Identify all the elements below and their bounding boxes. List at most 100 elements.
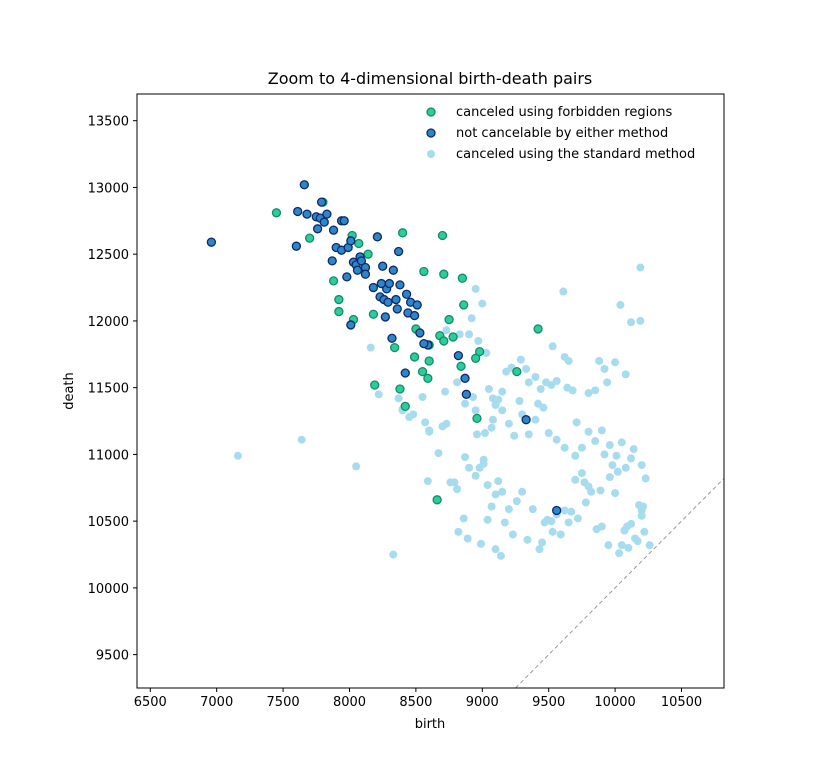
data-points xyxy=(206,180,654,560)
data-point xyxy=(571,475,580,484)
data-point xyxy=(316,197,327,207)
data-point xyxy=(334,294,344,305)
data-point xyxy=(548,527,557,536)
data-point xyxy=(621,370,630,379)
data-point xyxy=(542,378,551,387)
data-point xyxy=(498,406,507,415)
data-point xyxy=(518,487,527,496)
data-point xyxy=(636,263,645,272)
chart-title: Zoom to 4-dimensional birth-death pairs xyxy=(268,69,593,88)
data-point xyxy=(409,310,420,321)
data-point xyxy=(597,426,606,435)
y-tick-label: 9500 xyxy=(96,649,129,664)
data-point xyxy=(491,545,500,554)
data-point xyxy=(512,366,522,377)
data-point xyxy=(302,209,312,219)
data-point xyxy=(621,463,630,472)
data-point xyxy=(573,514,582,523)
data-point xyxy=(322,209,332,219)
y-axis-label: death xyxy=(62,372,77,410)
data-point xyxy=(572,418,581,427)
data-point xyxy=(448,332,458,342)
data-point xyxy=(521,415,531,425)
data-point xyxy=(500,518,509,527)
data-point xyxy=(383,297,393,307)
data-point xyxy=(627,454,636,463)
data-point xyxy=(409,410,418,419)
data-point xyxy=(424,356,434,366)
data-point xyxy=(591,386,600,395)
data-point xyxy=(635,501,644,510)
data-point xyxy=(439,269,449,279)
data-point xyxy=(504,505,513,514)
data-point xyxy=(419,338,429,349)
x-tick-label: 9000 xyxy=(466,695,499,710)
data-point xyxy=(552,435,561,444)
data-point xyxy=(368,309,379,319)
x-tick-label: 9500 xyxy=(532,695,565,710)
data-point xyxy=(637,461,646,470)
data-point xyxy=(483,515,492,524)
data-point xyxy=(394,394,403,403)
data-point xyxy=(637,511,646,520)
data-point xyxy=(271,208,282,218)
data-point xyxy=(531,372,540,381)
y-tick-label: 10500 xyxy=(88,515,129,530)
data-point xyxy=(444,314,454,325)
data-point xyxy=(612,451,621,460)
data-point xyxy=(482,348,491,357)
data-point xyxy=(346,236,356,246)
data-point xyxy=(366,343,375,352)
legend-marker-standard xyxy=(427,150,435,158)
data-point xyxy=(456,361,466,371)
data-point xyxy=(615,549,624,558)
data-point xyxy=(587,487,596,496)
data-point xyxy=(523,535,532,544)
y-tick-label: 12000 xyxy=(88,315,129,330)
data-point xyxy=(346,320,356,330)
data-point xyxy=(468,393,477,402)
data-point xyxy=(605,441,614,450)
data-point xyxy=(560,352,569,361)
data-point xyxy=(559,287,568,296)
data-point xyxy=(461,399,470,408)
data-point xyxy=(409,352,420,362)
x-tick-label: 8000 xyxy=(333,695,366,710)
data-point xyxy=(556,530,565,539)
data-point xyxy=(636,316,645,325)
diagonal-line xyxy=(515,478,725,689)
data-point xyxy=(401,289,412,299)
data-point xyxy=(471,471,480,480)
data-point xyxy=(472,430,481,439)
data-point xyxy=(516,355,525,364)
data-point xyxy=(487,502,496,511)
data-point xyxy=(439,336,449,346)
data-point xyxy=(368,282,379,293)
data-point xyxy=(457,273,468,283)
data-point xyxy=(328,225,339,235)
data-point xyxy=(536,384,545,393)
data-point xyxy=(356,256,367,266)
y-tick-label: 11500 xyxy=(88,382,129,397)
data-point xyxy=(388,265,398,275)
data-point xyxy=(544,429,553,438)
data-point xyxy=(304,233,315,243)
data-point xyxy=(395,280,405,290)
data-point xyxy=(491,401,500,410)
data-point xyxy=(312,224,323,234)
legend: canceled using forbidden regions not can… xyxy=(426,105,695,162)
y-tick-label: 13000 xyxy=(88,181,129,196)
data-point xyxy=(459,514,468,523)
data-point xyxy=(592,525,601,534)
data-point xyxy=(629,445,638,454)
data-point xyxy=(600,364,609,373)
data-point xyxy=(461,453,470,462)
data-point xyxy=(580,478,589,487)
data-point xyxy=(611,489,620,498)
data-point xyxy=(533,324,543,334)
data-point xyxy=(488,415,497,424)
data-point xyxy=(378,261,388,271)
data-point xyxy=(484,384,493,393)
y-tick-label: 12500 xyxy=(88,248,129,263)
legend-marker-not-cancelable xyxy=(426,128,436,138)
